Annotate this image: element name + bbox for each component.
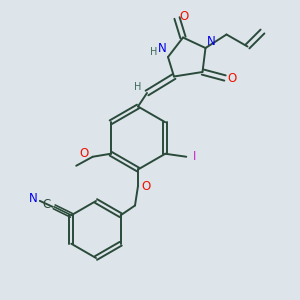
Text: N: N xyxy=(206,35,215,48)
Text: C: C xyxy=(42,198,50,211)
Text: H: H xyxy=(150,47,157,57)
Text: I: I xyxy=(193,150,196,163)
Text: O: O xyxy=(227,71,236,85)
Text: O: O xyxy=(179,10,188,23)
Text: N: N xyxy=(28,192,37,205)
Text: O: O xyxy=(80,147,89,160)
Text: N: N xyxy=(158,42,167,55)
Text: H: H xyxy=(134,82,142,92)
Text: O: O xyxy=(142,180,151,193)
